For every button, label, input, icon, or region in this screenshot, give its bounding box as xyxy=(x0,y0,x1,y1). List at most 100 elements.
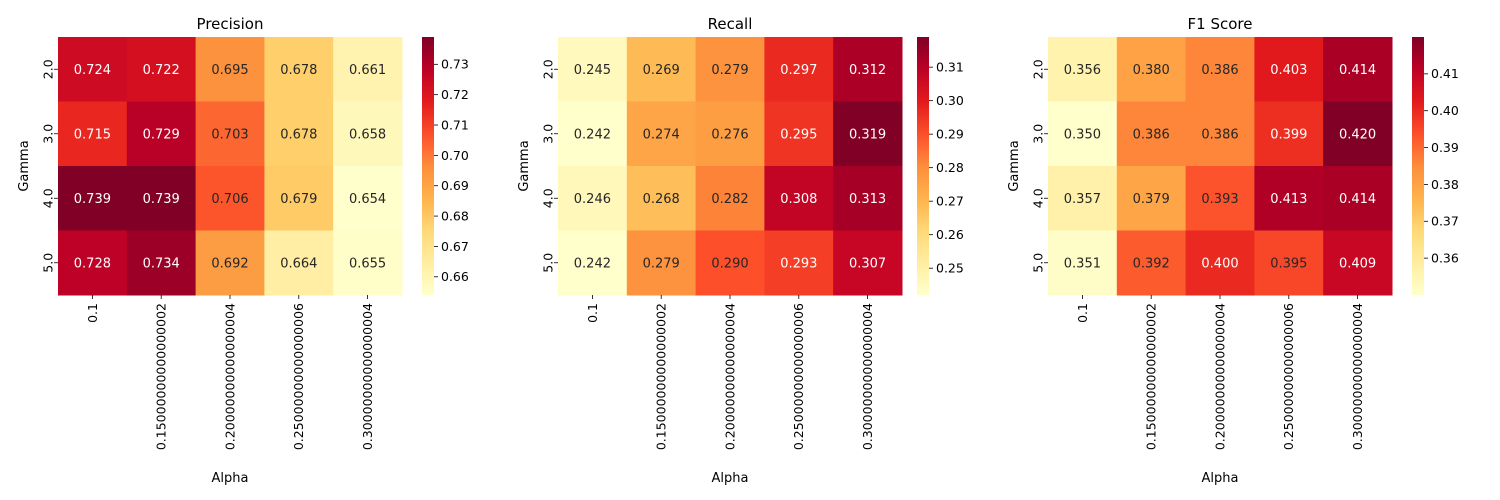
colorbar-tick-label: 0.28 xyxy=(936,160,964,175)
heatmap-cell xyxy=(764,166,834,231)
heatmap-cell xyxy=(195,166,265,231)
x-tick-label: 0.15000000000000002 xyxy=(1144,303,1159,450)
colorbar-tick-label: 0.41 xyxy=(1431,66,1459,81)
cell-value-label: 0.312 xyxy=(849,63,886,78)
colorbar-tick-label: 0.26 xyxy=(936,227,964,242)
cell-value-label: 0.679 xyxy=(280,192,317,207)
y-tick-label: 4.0 xyxy=(40,188,55,208)
cell-value-label: 0.274 xyxy=(643,127,680,142)
colorbar-tick-label: 0.27 xyxy=(936,194,964,209)
cell-value-label: 0.400 xyxy=(1201,256,1238,271)
y-tick-label: 3.0 xyxy=(1030,124,1045,144)
x-tick-label: 0.1 xyxy=(585,303,600,323)
heatmap-cell xyxy=(1254,37,1324,102)
chart-title: Recall xyxy=(708,15,753,33)
heatmap-cell xyxy=(58,166,128,231)
heatmap-cell xyxy=(1116,101,1187,167)
cell-value-label: 0.242 xyxy=(574,256,611,271)
heatmap-cell xyxy=(626,101,697,167)
heatmap-cell xyxy=(695,37,765,102)
heatmap-cell xyxy=(695,166,765,231)
heatmap-cell xyxy=(1185,101,1255,167)
y-axis-label: Gamma xyxy=(517,140,532,191)
heatmap-cell xyxy=(58,101,128,167)
y-tick-label: 2.0 xyxy=(540,59,555,79)
y-axis-label: Gamma xyxy=(1007,140,1022,191)
y-tick-label: 5.0 xyxy=(540,253,555,273)
heatmap-cell xyxy=(1254,166,1324,231)
colorbar-tick-label: 0.72 xyxy=(441,87,469,102)
heatmap-cell xyxy=(264,230,334,296)
cell-value-label: 0.722 xyxy=(143,63,180,78)
y-tick-label: 2.0 xyxy=(40,59,55,79)
heatmap-cell xyxy=(1048,37,1118,102)
cell-value-label: 0.703 xyxy=(211,127,248,142)
y-tick-label: 4.0 xyxy=(540,188,555,208)
heatmap-cell xyxy=(626,37,697,102)
heatmap-cell xyxy=(1323,166,1393,231)
colorbar-tick-label: 0.71 xyxy=(441,117,469,132)
cell-value-label: 0.729 xyxy=(143,127,180,142)
colorbar-tick-label: 0.31 xyxy=(936,60,964,75)
cell-value-label: 0.307 xyxy=(849,256,886,271)
cell-value-label: 0.395 xyxy=(1270,256,1307,271)
colorbar xyxy=(422,37,434,295)
heatmap-cell xyxy=(1116,230,1187,296)
cell-value-label: 0.297 xyxy=(780,63,817,78)
y-axis-label: Gamma xyxy=(17,140,32,191)
x-tick-label: 0.30000000000000004 xyxy=(1350,303,1365,450)
heatmap-cell xyxy=(195,101,265,167)
colorbar-tick-label: 0.67 xyxy=(441,239,469,254)
heatmap-cell xyxy=(333,37,403,102)
heatmap-cell xyxy=(558,37,628,102)
cell-value-label: 0.356 xyxy=(1064,63,1101,78)
colorbar-tick-label: 0.25 xyxy=(936,261,964,276)
heatmap-cell xyxy=(1116,37,1187,102)
heatmap-cell xyxy=(58,230,128,296)
heatmap-cell xyxy=(764,37,834,102)
heatmap-cell xyxy=(1323,230,1393,296)
cell-value-label: 0.269 xyxy=(643,63,680,78)
heatmap-cell xyxy=(58,37,128,102)
cell-value-label: 0.295 xyxy=(780,127,817,142)
cell-value-label: 0.242 xyxy=(574,127,611,142)
cell-value-label: 0.386 xyxy=(1201,63,1238,78)
cell-value-label: 0.380 xyxy=(1133,63,1170,78)
heatmap-cell xyxy=(1254,230,1324,296)
heatmap-cell xyxy=(626,230,697,296)
cell-value-label: 0.319 xyxy=(849,127,886,142)
heatmap-cell xyxy=(1116,166,1187,231)
heatmap-cell xyxy=(1323,101,1393,167)
cell-value-label: 0.724 xyxy=(74,63,111,78)
heatmap-cell xyxy=(695,101,765,167)
heatmap-cell xyxy=(264,37,334,102)
cell-value-label: 0.379 xyxy=(1133,192,1170,207)
colorbar-tick-label: 0.36 xyxy=(1431,251,1459,266)
cell-value-label: 0.308 xyxy=(780,192,817,207)
cell-value-label: 0.413 xyxy=(1270,192,1307,207)
cell-value-label: 0.414 xyxy=(1339,192,1376,207)
x-tick-label: 0.20000000000000004 xyxy=(722,303,737,450)
colorbar xyxy=(1412,37,1424,295)
chart-title: F1 Score xyxy=(1188,15,1253,33)
cell-value-label: 0.279 xyxy=(711,63,748,78)
cell-value-label: 0.678 xyxy=(280,127,317,142)
colorbar xyxy=(917,37,929,295)
heatmap-cell xyxy=(1048,230,1118,296)
y-tick-label: 5.0 xyxy=(40,253,55,273)
cell-value-label: 0.290 xyxy=(711,256,748,271)
colorbar-tick-label: 0.37 xyxy=(1431,214,1459,229)
cell-value-label: 0.279 xyxy=(643,256,680,271)
heatmap-cell xyxy=(126,101,197,167)
heatmap-cell xyxy=(195,37,265,102)
cell-value-label: 0.658 xyxy=(349,127,386,142)
cell-value-label: 0.414 xyxy=(1339,63,1376,78)
cell-value-label: 0.655 xyxy=(349,256,386,271)
cell-value-label: 0.695 xyxy=(211,63,248,78)
colorbar-tick-label: 0.39 xyxy=(1431,140,1459,155)
cell-value-label: 0.293 xyxy=(780,256,817,271)
cell-value-label: 0.350 xyxy=(1064,127,1101,142)
cell-value-label: 0.276 xyxy=(711,127,748,142)
cell-value-label: 0.245 xyxy=(574,63,611,78)
